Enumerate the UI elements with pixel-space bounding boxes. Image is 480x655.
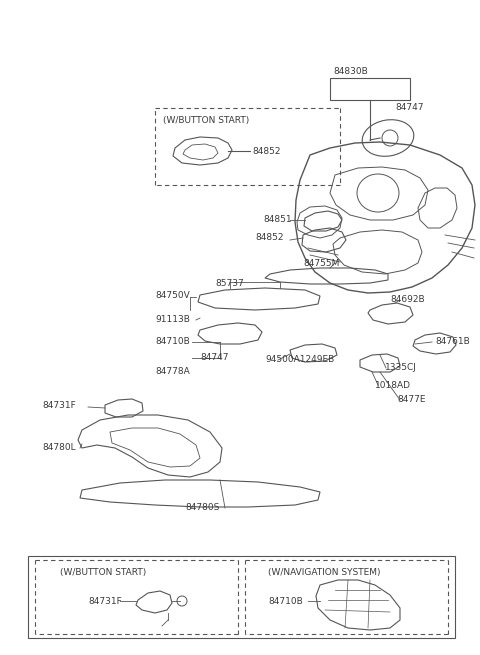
Text: (W/NAVIGATION SYSTEM): (W/NAVIGATION SYSTEM)	[268, 567, 381, 576]
Text: 1018AD: 1018AD	[375, 381, 411, 390]
Text: 84747: 84747	[395, 103, 423, 113]
Text: 84852: 84852	[252, 147, 280, 155]
Text: 84851: 84851	[263, 215, 292, 225]
Text: 84761B: 84761B	[435, 337, 470, 346]
Text: 84780S: 84780S	[185, 504, 219, 512]
Text: 1335CJ: 1335CJ	[385, 364, 417, 373]
Text: 94500A1249EB: 94500A1249EB	[265, 356, 334, 364]
Bar	[330, 78, 410, 100]
Text: 84830B: 84830B	[333, 67, 368, 77]
Text: 84747: 84747	[200, 354, 228, 362]
Text: 84780L: 84780L	[42, 443, 76, 453]
Text: 84750V: 84750V	[155, 291, 190, 301]
Text: (W/BUTTON START): (W/BUTTON START)	[60, 567, 146, 576]
Text: 84755M: 84755M	[303, 259, 339, 267]
Text: 84710B: 84710B	[268, 597, 303, 605]
Text: 84731F: 84731F	[88, 597, 122, 605]
Text: 85737: 85737	[215, 278, 244, 288]
Text: 84692B: 84692B	[390, 295, 425, 305]
Text: (W/BUTTON START): (W/BUTTON START)	[163, 115, 249, 124]
Text: 84778A: 84778A	[155, 367, 190, 377]
Text: 8477E: 8477E	[397, 396, 425, 405]
Bar	[28, 556, 455, 638]
Text: 84852: 84852	[255, 233, 284, 242]
Text: 84710B: 84710B	[155, 337, 190, 346]
Text: 84731F: 84731F	[42, 400, 76, 409]
Text: 91113B: 91113B	[155, 316, 190, 324]
